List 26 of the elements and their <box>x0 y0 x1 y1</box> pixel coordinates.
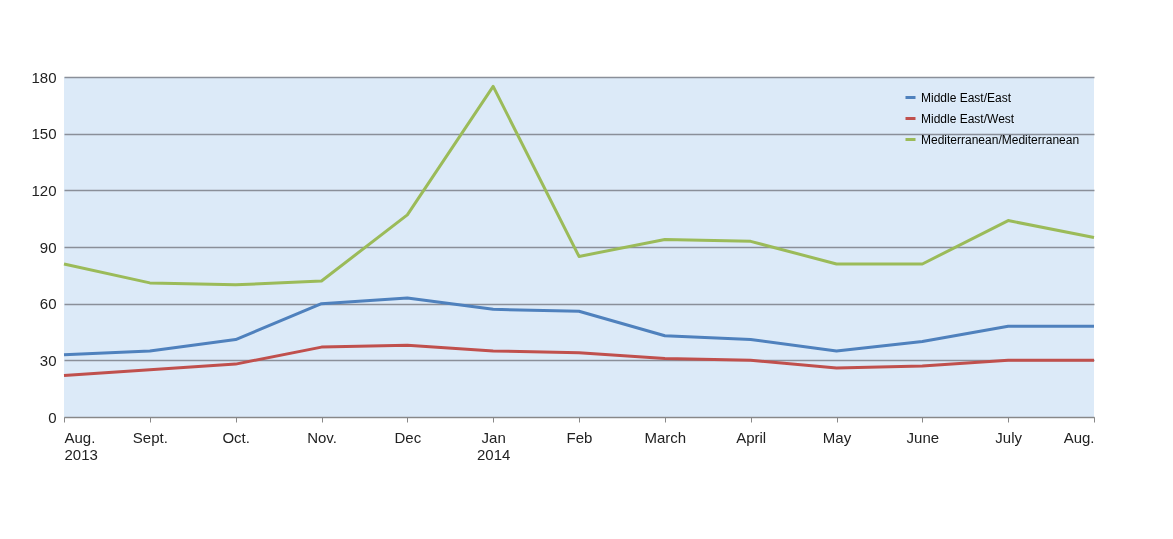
x-tick-label: Nov. <box>307 428 337 446</box>
legend-label: Middle East/West <box>921 111 1015 126</box>
x-tick-label: Jan 2014 <box>476 428 511 463</box>
legend-label: Middle East/East <box>921 90 1012 105</box>
x-tick-label: Aug. 2013 <box>64 428 98 463</box>
line-series <box>62 84 1096 287</box>
x-tick-label: Sept. <box>132 428 168 446</box>
x-tick-label: July <box>995 428 1023 446</box>
y-tick-label: 180 <box>31 68 57 86</box>
x-tick-label: March <box>644 428 687 446</box>
x-tick-label: April <box>736 428 767 446</box>
line-series <box>62 296 1096 357</box>
line-series <box>62 343 1096 377</box>
x-tick-label: Aug. <box>1063 428 1095 446</box>
x-tick-label: Feb <box>566 428 593 446</box>
y-tick-label: 150 <box>31 125 57 143</box>
x-tick-label: May <box>822 428 852 446</box>
y-tick-label: 60 <box>39 295 57 313</box>
y-tick-label: 0 <box>48 408 57 426</box>
y-tick-label: 120 <box>31 181 57 199</box>
y-tick-label: 90 <box>39 238 57 256</box>
y-tick-label: 30 <box>39 351 57 369</box>
legend-label: Mediterranean/Mediterranean <box>921 132 1080 147</box>
x-tick-label: June <box>906 428 940 446</box>
x-tick-label: Dec <box>394 428 422 446</box>
x-tick-label: Oct. <box>222 428 250 446</box>
